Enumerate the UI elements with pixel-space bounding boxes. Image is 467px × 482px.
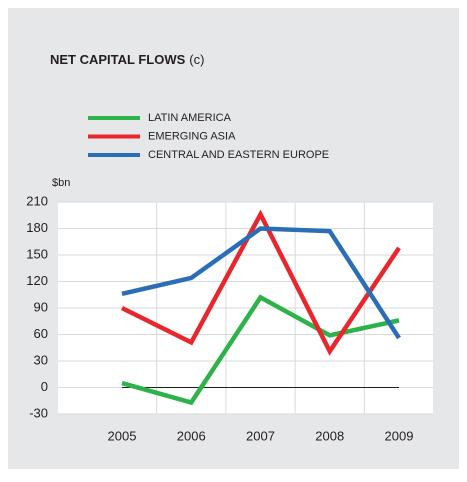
y-tick-label: 180	[26, 220, 48, 235]
legend-label: CENTRAL AND EASTERN EUROPE	[148, 149, 329, 161]
y-tick-label: 150	[26, 246, 48, 261]
y-tick-label: 120	[26, 273, 48, 288]
y-tick-label: 30	[34, 352, 48, 367]
legend-label: EMERGING ASIA	[148, 130, 236, 142]
series-line	[120, 209, 401, 356]
x-tick-label: 2007	[246, 428, 275, 443]
x-tick-label: 2006	[177, 428, 206, 443]
title-note: (c)	[189, 52, 204, 67]
y-tick-label: 90	[34, 299, 48, 314]
y-tick-label: 210	[26, 193, 48, 208]
y-tick-label: 60	[34, 326, 48, 341]
y-tick-label: -30	[29, 405, 48, 420]
y-unit: $bn	[52, 177, 70, 189]
x-tick-label: 2005	[108, 428, 137, 443]
series-line	[121, 294, 400, 406]
chart-title: NET CAPITAL FLOWS (c)	[50, 52, 204, 67]
chart-title: NET CAPITAL FLOWS	[50, 52, 186, 67]
y-tick-label: 0	[41, 379, 48, 394]
x-tick-label: 2009	[385, 428, 414, 443]
x-tick-label: 2008	[315, 428, 344, 443]
series-line	[121, 226, 401, 340]
legend-label: LATIN AMERICA	[148, 112, 232, 124]
